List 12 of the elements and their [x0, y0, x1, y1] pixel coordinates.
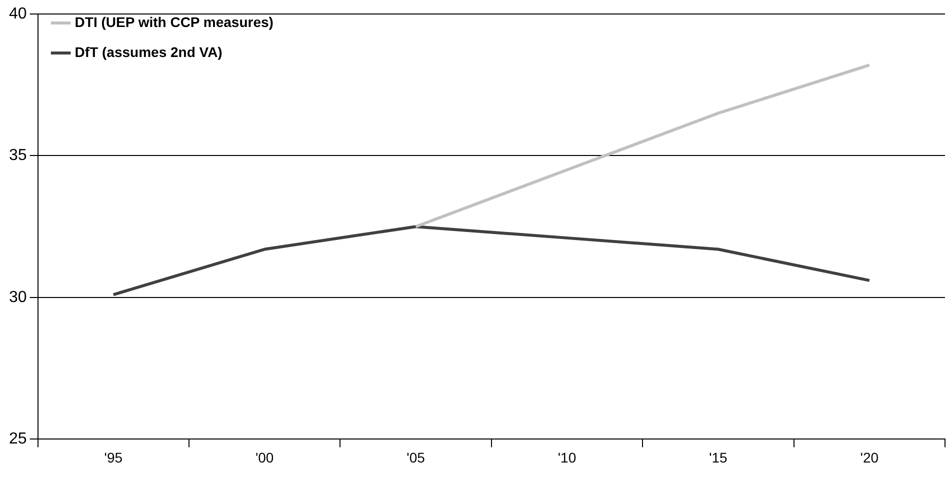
- x-tick-label: '05: [406, 449, 426, 466]
- y-tick-label: 30: [9, 288, 27, 306]
- y-tick-label: 35: [9, 147, 27, 164]
- legend-label: DTI (UEP with CCP measures): [74, 14, 274, 30]
- x-tick-label: '15: [709, 449, 728, 466]
- x-tick-label: '20: [860, 449, 879, 466]
- y-tick-label: 40: [9, 5, 27, 22]
- legend-label: DfT (assumes 2nd VA): [74, 44, 222, 60]
- x-tick-label: '95: [104, 449, 123, 466]
- x-tick-label: '10: [558, 449, 576, 466]
- x-tick-label: '00: [255, 449, 274, 466]
- y-tick-label: 25: [9, 430, 27, 448]
